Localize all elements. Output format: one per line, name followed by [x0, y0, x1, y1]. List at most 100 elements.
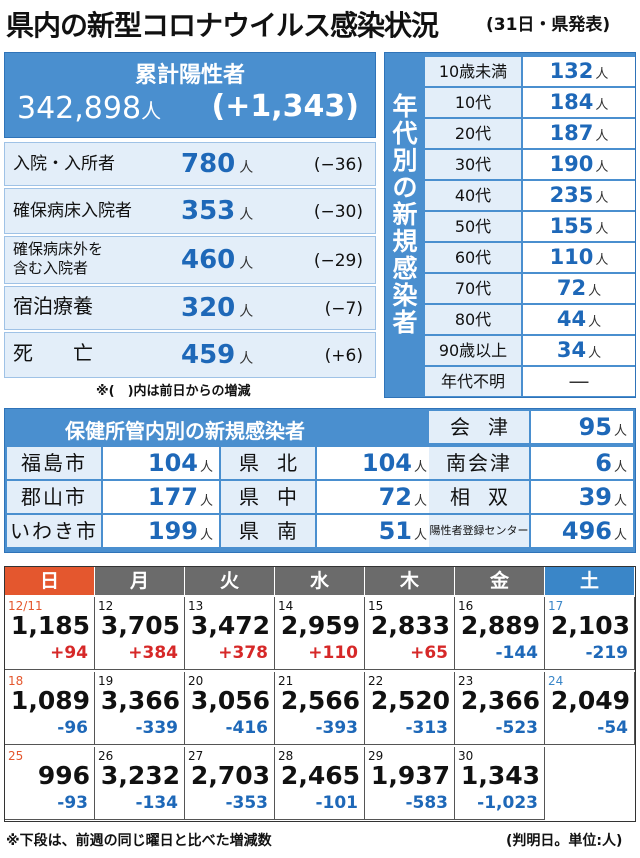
age-unit: 人 — [588, 346, 602, 361]
cell-date: 23 — [458, 674, 474, 688]
health-office-name: 県北 — [221, 447, 315, 479]
stat-number: 320 — [181, 293, 236, 323]
age-value: 110 — [549, 245, 594, 269]
age-unit: 人 — [595, 160, 609, 175]
age-label: 20代 — [425, 119, 521, 148]
health-office-unit: 人 — [413, 528, 427, 543]
health-office-value-cell: 72 人 — [317, 481, 433, 513]
cell-date: 28 — [278, 749, 294, 763]
calendar-cell: 28 2,465 -101 — [275, 747, 365, 820]
calendar-cell: 21 2,566 -393 — [275, 672, 365, 745]
health-office-value: 95 — [578, 413, 612, 441]
health-office-value: 6 — [595, 449, 612, 477]
cell-value: 2,889 — [460, 611, 540, 640]
health-office-name: 福島市 — [7, 447, 101, 479]
cell-value: 2,465 — [280, 761, 360, 790]
page-title: 県内の新型コロナウイルス感染状況 — [6, 9, 439, 42]
health-office-name: 県南 — [221, 515, 315, 547]
age-value-cell: 184 人 — [523, 88, 635, 117]
age-value: 187 — [549, 121, 594, 145]
calendar-cell: 17 2,103 -219 — [545, 597, 635, 670]
health-office-table: 保健所管内別の新規感染者 福島市 104 人郡山市 177 人いわき市 199 人県北 104… — [4, 408, 636, 553]
cell-change: -93 — [57, 793, 88, 813]
health-office-unit: 人 — [199, 494, 213, 509]
cell-change: -313 — [405, 718, 448, 738]
cell-change: +378 — [218, 643, 268, 663]
cell-date: 16 — [458, 599, 474, 613]
unit-note: (判明日。単位:人) — [506, 833, 623, 849]
age-label: 10歳未満 — [425, 57, 521, 86]
calendar-cell: 20 3,056 -416 — [185, 672, 275, 745]
health-office-value: 39 — [578, 483, 612, 511]
stat-number: 780 — [181, 149, 236, 179]
age-value: 184 — [549, 90, 594, 114]
stat-label: 確保病床外を 含む入院者 — [13, 240, 104, 277]
health-office-value: 496 — [561, 517, 612, 545]
age-label: 40代 — [425, 181, 521, 210]
cell-date: 17 — [548, 599, 564, 613]
health-office-name: 陽性者登録センター — [429, 515, 529, 547]
calendar-cell: 12 3,705 +384 — [95, 597, 185, 670]
cell-date: 21 — [278, 674, 294, 688]
cell-value: 2,566 — [280, 686, 360, 715]
age-unit: 人 — [595, 222, 609, 237]
cell-value: 3,705 — [100, 611, 180, 640]
age-value-cell: 187 人 — [523, 119, 635, 148]
cell-value: 2,103 — [550, 611, 630, 640]
calendar-cell: 22 2,520 -313 — [365, 672, 455, 745]
cell-change: +384 — [128, 643, 178, 663]
age-label: 60代 — [425, 243, 521, 272]
cell-date: 24 — [548, 674, 564, 688]
stat-change: (−7) — [324, 299, 363, 319]
cell-value: 2,833 — [370, 611, 450, 640]
stat-change: (−36) — [313, 155, 363, 175]
cell-date: 12/11 — [8, 599, 43, 613]
calendar-cell: 16 2,889 -144 — [455, 597, 545, 670]
cell-date: 19 — [98, 674, 114, 688]
calendar-cell: 23 2,366 -523 — [455, 672, 545, 745]
cell-value: 2,049 — [550, 686, 630, 715]
health-office-name: いわき市 — [7, 515, 101, 547]
stat-change: (−30) — [313, 202, 363, 222]
stat-label: 確保病床入院者 — [13, 201, 132, 221]
stats-note: ※( )内は前日からの増減 — [96, 384, 251, 399]
total-unit: 人 — [141, 99, 162, 123]
age-table: 年代別の新規感染者 10歳未満 132 人 10代 184 人 20代 187 人 30代 190 人… — [384, 52, 636, 398]
cell-value: 3,232 — [100, 761, 180, 790]
age-value: 132 — [549, 59, 594, 83]
age-label: 30代 — [425, 150, 521, 179]
age-unit: 人 — [595, 67, 609, 82]
calendar-cell: 29 1,937 -583 — [365, 747, 455, 820]
health-office-value: 177 — [147, 483, 198, 511]
cell-value: 2,959 — [280, 611, 360, 640]
stat-change: (+6) — [324, 346, 363, 366]
health-office-unit: 人 — [199, 460, 213, 475]
stat-value: 353 人 — [181, 196, 253, 226]
age-value-cell: 235 人 — [523, 181, 635, 210]
stat-unit: 人 — [239, 304, 254, 320]
age-label: 50代 — [425, 212, 521, 241]
age-table-title: 年代別の新規感染者 — [392, 92, 418, 337]
cell-value: 1,937 — [370, 761, 450, 790]
cell-date: 15 — [368, 599, 384, 613]
day-of-week-header: 火 — [185, 567, 274, 595]
stat-row: 死 亡 459 人 (+6) — [4, 332, 376, 378]
health-office-value-cell: 95 人 — [531, 411, 633, 443]
calendar-cell: 14 2,959 +110 — [275, 597, 365, 670]
stat-value: 780 人 — [181, 149, 253, 179]
stat-number: 460 — [181, 245, 236, 275]
health-office-name: 会津 — [429, 411, 529, 443]
day-of-week-header: 金 — [455, 567, 544, 595]
age-unit: 人 — [595, 129, 609, 144]
health-office-unit: 人 — [199, 528, 213, 543]
stat-unit: 人 — [239, 351, 254, 367]
health-office-unit: 人 — [413, 494, 427, 509]
age-value-cell: 34 人 — [523, 336, 635, 365]
cell-value: 2,703 — [190, 761, 270, 790]
cell-value: 996 — [37, 761, 90, 790]
cell-date: 26 — [98, 749, 114, 763]
cell-change: -583 — [405, 793, 448, 813]
calendar-cell: 18 1,089 -96 — [5, 672, 95, 745]
age-unit: 人 — [595, 98, 609, 113]
stat-unit: 人 — [239, 256, 254, 272]
